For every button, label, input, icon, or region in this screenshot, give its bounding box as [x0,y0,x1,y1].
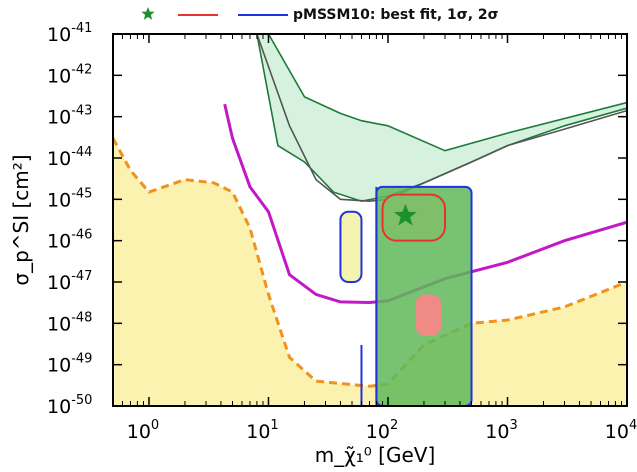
x-tick-label: 101 [246,418,278,443]
region-2sigma-fragment [339,210,363,283]
y-tick-label: 10-49 [47,352,92,377]
series-band-upper-line [267,34,627,152]
series-line-2 [223,103,627,305]
y-tick-label: 10-44 [47,145,92,170]
best-fit-star [394,203,417,226]
y-tick-label: 10-48 [47,310,92,335]
region-1sigma-patch [415,294,442,336]
y-tick-label: 10-43 [47,104,92,129]
y-tick-label: 10-41 [47,21,92,46]
legend-star-marker [141,7,155,20]
series-band-fill [256,34,627,202]
y-tick-label: 10-46 [47,228,92,253]
x-tick-label: 104 [605,418,637,443]
series-dashed-line [113,137,627,388]
x-tick-label: 103 [485,418,517,443]
legend: pMSSM10: best fit, 1σ, 2σ [141,7,499,23]
y-axis-label: σ_p^SI [cm²] [9,154,33,285]
region-1sigma [381,193,447,242]
y-tick-label: 10-45 [47,186,92,211]
y-tick-label: 10-47 [47,269,92,294]
plot-frame [112,33,628,407]
legend-label: pMSSM10: best fit, 1σ, 2σ [293,7,499,23]
x-axis-label: m_χ̃₁⁰ [GeV] [315,443,436,467]
x-tick-label: 100 [127,418,159,443]
y-tick-label: 10-50 [47,393,92,418]
series-dashed-fill [113,138,627,406]
y-tick-label: 10-42 [47,62,92,87]
x-tick-label: 102 [366,418,398,443]
